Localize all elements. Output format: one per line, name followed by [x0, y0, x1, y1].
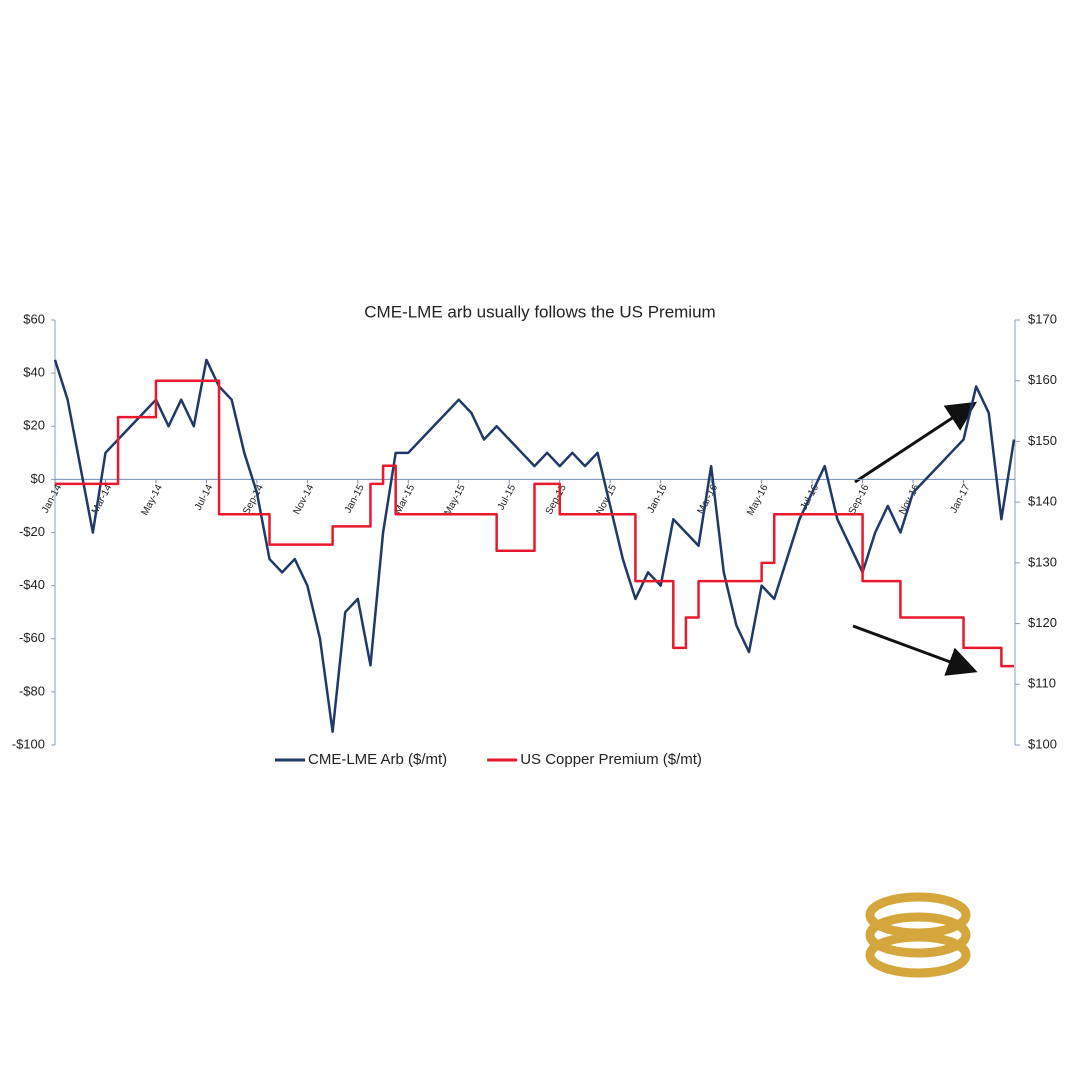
y-tick-label: -$40 [19, 577, 45, 592]
y-tick-label: $20 [23, 418, 45, 433]
y-tick-label: $0 [31, 471, 45, 486]
y-tick-label: $40 [23, 365, 45, 380]
y-tick-label: -$20 [19, 524, 45, 539]
series-line [55, 379, 1014, 668]
arrow-up [854, 401, 978, 484]
y-tick-label: $60 [23, 311, 45, 326]
y2-tick-label: $170 [1028, 311, 1057, 326]
y2-tick-label: $130 [1028, 554, 1057, 569]
y2-tick-label: $150 [1028, 433, 1057, 448]
legend-label: CME-LME Arb ($/mt) [308, 751, 447, 768]
y2-tick-label: $120 [1028, 615, 1057, 630]
y-tick-label: -$80 [19, 683, 45, 698]
series-line [53, 358, 1016, 733]
y-tick-label: -$100 [12, 736, 45, 751]
y2-tick-label: $140 [1028, 494, 1057, 509]
legend-label: US Copper Premium ($/mt) [520, 751, 702, 768]
y2-tick-label: $110 [1028, 676, 1056, 691]
arrow-down [852, 624, 978, 676]
y2-tick-label: $160 [1028, 372, 1057, 387]
y-tick-label: -$60 [19, 630, 45, 645]
chart-title: CME-LME arb usually follows the US Premi… [364, 302, 715, 321]
y2-tick-label: $100 [1028, 736, 1057, 751]
logo [865, 892, 971, 978]
